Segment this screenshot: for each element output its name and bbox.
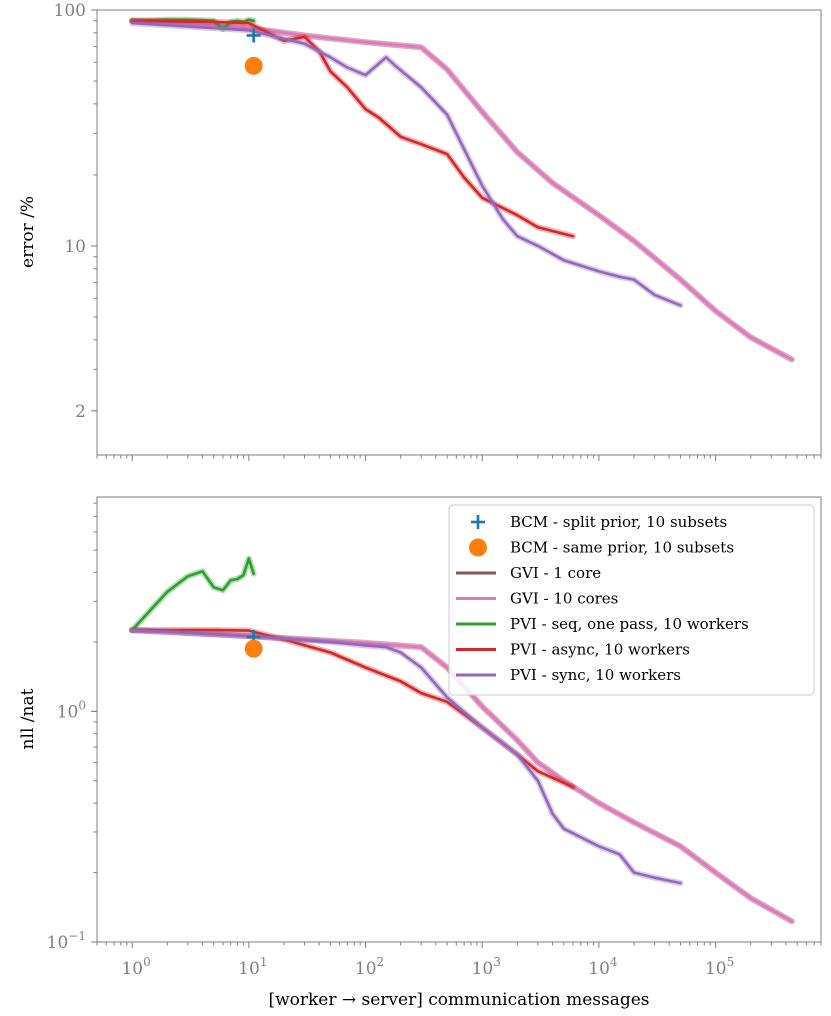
x-tick-base: 10: [238, 959, 260, 979]
y-tick-label: 2: [75, 402, 86, 422]
top-axes-frame: [96, 9, 822, 456]
top-y-axis-label: error /%: [18, 196, 38, 268]
x-axis-label: [worker → server] communication messages: [268, 990, 649, 1010]
y-tick-exponent: 0: [78, 698, 86, 712]
legend-label: GVI - 1 core: [510, 564, 601, 582]
series-line-pvi-sync-10-workers: [130, 628, 682, 885]
x-tick-base: 10: [705, 959, 727, 979]
x-tick-label: 104: [588, 955, 618, 979]
y-tick-label: 10−1: [47, 929, 86, 953]
legend-label: PVI - sync, 10 workers: [510, 666, 681, 684]
marker-bcm-same-prior: [244, 56, 263, 75]
x-tick-exponent: 0: [143, 955, 151, 969]
series-line-gvi-10-cores: [130, 628, 794, 923]
x-tick-base: 10: [121, 959, 143, 979]
legend-label: PVI - async, 10 workers: [510, 641, 690, 659]
x-tick-exponent: 3: [493, 955, 501, 969]
y-tick-label: 100: [54, 1, 86, 21]
legend-label: PVI - seq, one pass, 10 workers: [510, 615, 749, 633]
legend-items: BCM - split prior, 10 subsets BCM - same …: [456, 513, 749, 684]
bottom-axes-frame: [96, 496, 822, 943]
legend-entry-bcm-split-prior-10-subsets: BCM - split prior, 10 subsets: [471, 513, 727, 531]
marker-bcm-split-prior: [246, 28, 261, 43]
legend-entry-gvi-1-core: GVI - 1 core: [456, 564, 601, 582]
marker-bcm-same-prior: [244, 639, 263, 658]
x-tick-label: 102: [355, 955, 384, 979]
legend: BCM - split prior, 10 subsets BCM - same …: [448, 504, 815, 696]
series-line-pvi-sync-10-workers: [130, 21, 682, 307]
y-tick-base: 10: [47, 933, 69, 953]
x-tick-exponent: 4: [610, 955, 618, 969]
series-line-pvi-seq-one-pass-10-workers: [130, 557, 255, 632]
legend-circle-icon: [469, 538, 487, 557]
y-tick-base: 10: [57, 702, 79, 722]
legend-entry-gvi-10-cores: GVI - 10 cores: [456, 590, 618, 608]
top-ticks: 100 10 2: [54, 1, 822, 461]
legend-entry-bcm-same-prior-10-subsets: BCM - same prior, 10 subsets: [469, 538, 734, 557]
bottom-markers: [244, 630, 263, 658]
top-series: [129, 16, 795, 363]
legend-label: BCM - split prior, 10 subsets: [510, 513, 727, 531]
legend-entry-pvi-seq-one-pass-10-workers: PVI - seq, one pass, 10 workers: [456, 615, 749, 633]
bottom-series: [129, 555, 795, 925]
x-tick-label: 101: [238, 955, 267, 979]
x-tick-base: 10: [472, 959, 494, 979]
top-markers: [244, 28, 263, 75]
x-tick-label: 105: [705, 955, 734, 979]
y-tick-exponent: −1: [68, 929, 86, 943]
bottom-y-axis-label: nll /nat: [18, 688, 38, 749]
x-tick-label: 103: [472, 955, 501, 979]
x-tick-base: 10: [588, 959, 610, 979]
x-tick-label: 100: [121, 955, 150, 979]
top-panel: 100 10 2 error /%: [18, 1, 822, 461]
x-tick-exponent: 1: [260, 955, 268, 969]
legend-entry-pvi-async-10-workers: PVI - async, 10 workers: [456, 641, 690, 659]
y-tick-label: 10: [64, 237, 86, 257]
legend-entry-pvi-sync-10-workers: PVI - sync, 10 workers: [456, 666, 681, 684]
x-tick-exponent: 5: [727, 955, 735, 969]
legend-label: GVI - 10 cores: [510, 590, 618, 608]
legend-box: [448, 504, 815, 696]
y-tick-label: 100: [57, 698, 86, 722]
x-tick-exponent: 2: [377, 955, 385, 969]
x-tick-base: 10: [355, 959, 377, 979]
legend-label: BCM - same prior, 10 subsets: [510, 539, 734, 557]
series-line-gvi-10-cores: [130, 19, 794, 361]
